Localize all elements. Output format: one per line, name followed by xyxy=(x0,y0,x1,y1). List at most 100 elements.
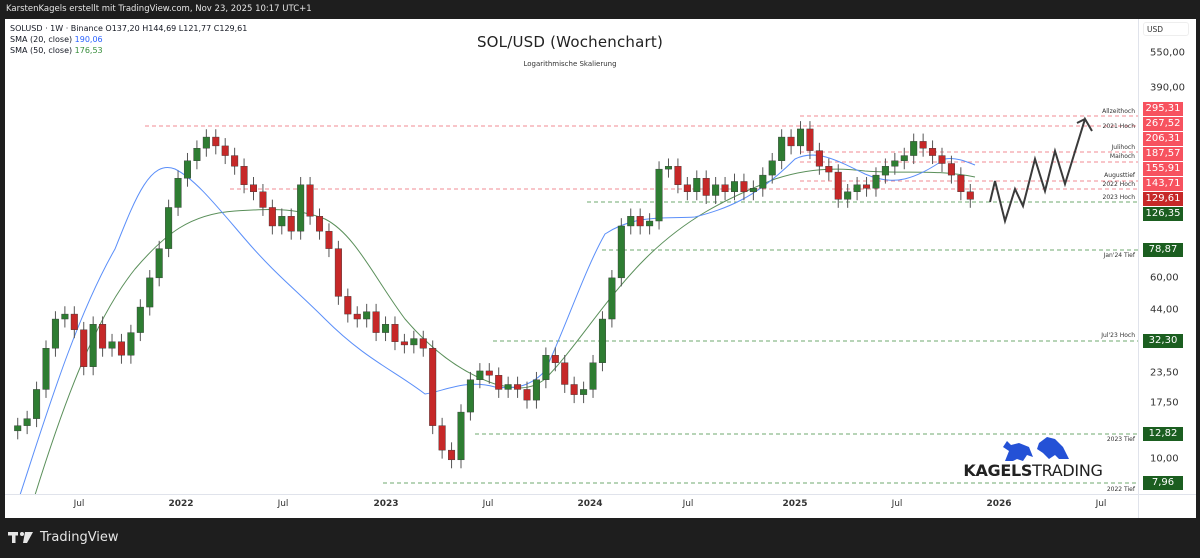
candle xyxy=(14,425,22,432)
candle xyxy=(872,174,880,189)
candle xyxy=(674,166,682,185)
price-chart[interactable] xyxy=(5,19,1196,518)
candle xyxy=(589,362,597,390)
xtick: 2024 xyxy=(577,499,603,509)
candle xyxy=(278,216,286,227)
candle xyxy=(853,184,861,193)
candle xyxy=(70,313,78,330)
chart-frame[interactable]: SOLUSD · 1W · Binance O137,20 H144,69 L1… xyxy=(5,19,1196,518)
candle xyxy=(249,184,258,193)
xtick: 2025 xyxy=(782,499,808,509)
candle xyxy=(231,155,239,167)
price-axis-divider xyxy=(1138,19,1139,518)
level-label-2021-high: 2021 Hoch xyxy=(1102,123,1135,130)
candle xyxy=(117,341,125,356)
candle xyxy=(316,216,324,232)
candle xyxy=(580,389,588,395)
sma50-line xyxy=(34,168,976,496)
candle xyxy=(400,341,408,346)
candle xyxy=(221,145,229,156)
price-tag-2021-high: 267,52 xyxy=(1143,117,1183,131)
candle xyxy=(881,166,889,176)
candle xyxy=(466,379,474,413)
xtick: Jul xyxy=(1095,499,1107,509)
ytick: 44,00 xyxy=(1150,304,1179,316)
candle xyxy=(664,166,672,170)
candle xyxy=(391,324,399,342)
candle xyxy=(787,136,795,147)
candle xyxy=(353,313,361,320)
candle xyxy=(702,178,710,196)
candle xyxy=(165,207,173,249)
candle xyxy=(80,329,88,367)
candle xyxy=(730,181,739,193)
candle xyxy=(608,277,616,320)
price-tag-2023-low: 12,82 xyxy=(1143,427,1183,441)
candle xyxy=(542,355,550,380)
candle xyxy=(929,148,937,156)
ytick: 60,00 xyxy=(1150,272,1179,284)
candle xyxy=(61,313,69,320)
xtick: 2026 xyxy=(986,499,1012,509)
candle xyxy=(891,160,899,167)
candle xyxy=(33,389,41,419)
kagels-trading-logo: KAGELSTRADING xyxy=(963,433,1103,481)
candle xyxy=(627,216,635,227)
candle xyxy=(919,141,927,149)
candle xyxy=(514,384,522,390)
candle xyxy=(834,171,842,200)
candle xyxy=(570,384,578,395)
xtick: Jul xyxy=(482,499,494,509)
xtick: 2023 xyxy=(373,499,399,509)
sma20-legend[interactable]: SMA (20, close) 190,06 xyxy=(10,35,103,44)
candle xyxy=(193,148,201,161)
price-tag-2023-high: 126,35 xyxy=(1143,207,1183,221)
level-label-may-high: Maihoch xyxy=(1109,153,1135,160)
candle xyxy=(957,174,965,193)
level-label-ath: Allzeithoch xyxy=(1102,108,1135,115)
tradingview-footer[interactable]: TradingView xyxy=(8,530,119,545)
candle xyxy=(99,324,107,349)
bull-bear-icon xyxy=(1003,437,1069,461)
level-label-2022-high: 2022 Hoch xyxy=(1102,181,1135,188)
candle xyxy=(212,136,220,147)
candle xyxy=(778,136,786,161)
candle xyxy=(646,220,654,227)
candle xyxy=(938,155,946,164)
candle xyxy=(759,174,767,189)
candle xyxy=(523,389,531,401)
candle xyxy=(966,191,974,200)
candle xyxy=(429,348,437,426)
candle xyxy=(598,318,606,363)
xtick: Jul xyxy=(682,499,694,509)
candle xyxy=(476,370,484,380)
candle xyxy=(344,296,352,315)
candle xyxy=(108,341,116,349)
candle xyxy=(240,166,248,185)
ytick: 17,50 xyxy=(1150,397,1179,409)
candle xyxy=(551,355,559,363)
price-tag-last: 129,61 xyxy=(1143,192,1183,206)
attribution-text: KarstenKagels erstellt mit TradingView.c… xyxy=(6,4,312,14)
candle xyxy=(749,188,757,193)
candle xyxy=(410,338,418,346)
candle xyxy=(363,311,371,320)
ytick: 10,00 xyxy=(1150,453,1179,465)
projection-zigzag xyxy=(989,116,1093,225)
candle xyxy=(617,225,625,279)
candle xyxy=(127,332,135,356)
candle xyxy=(863,184,871,189)
xtick: Jul xyxy=(73,499,85,509)
candle xyxy=(457,411,465,461)
sma50-legend[interactable]: SMA (50, close) 176,53 xyxy=(10,46,103,55)
level-label-aug-low: Augusttief xyxy=(1104,172,1135,179)
xtick: Jul xyxy=(891,499,903,509)
level-label-jan24-low: Jan'24 Tief xyxy=(1103,252,1135,259)
candle xyxy=(202,136,210,149)
candle xyxy=(797,128,805,147)
candles xyxy=(14,121,974,469)
candle xyxy=(382,324,390,333)
level-label-2023-low: 2023 Tief xyxy=(1106,436,1135,443)
currency-selector[interactable]: USD xyxy=(1143,22,1189,36)
sma20-line xyxy=(19,154,976,496)
